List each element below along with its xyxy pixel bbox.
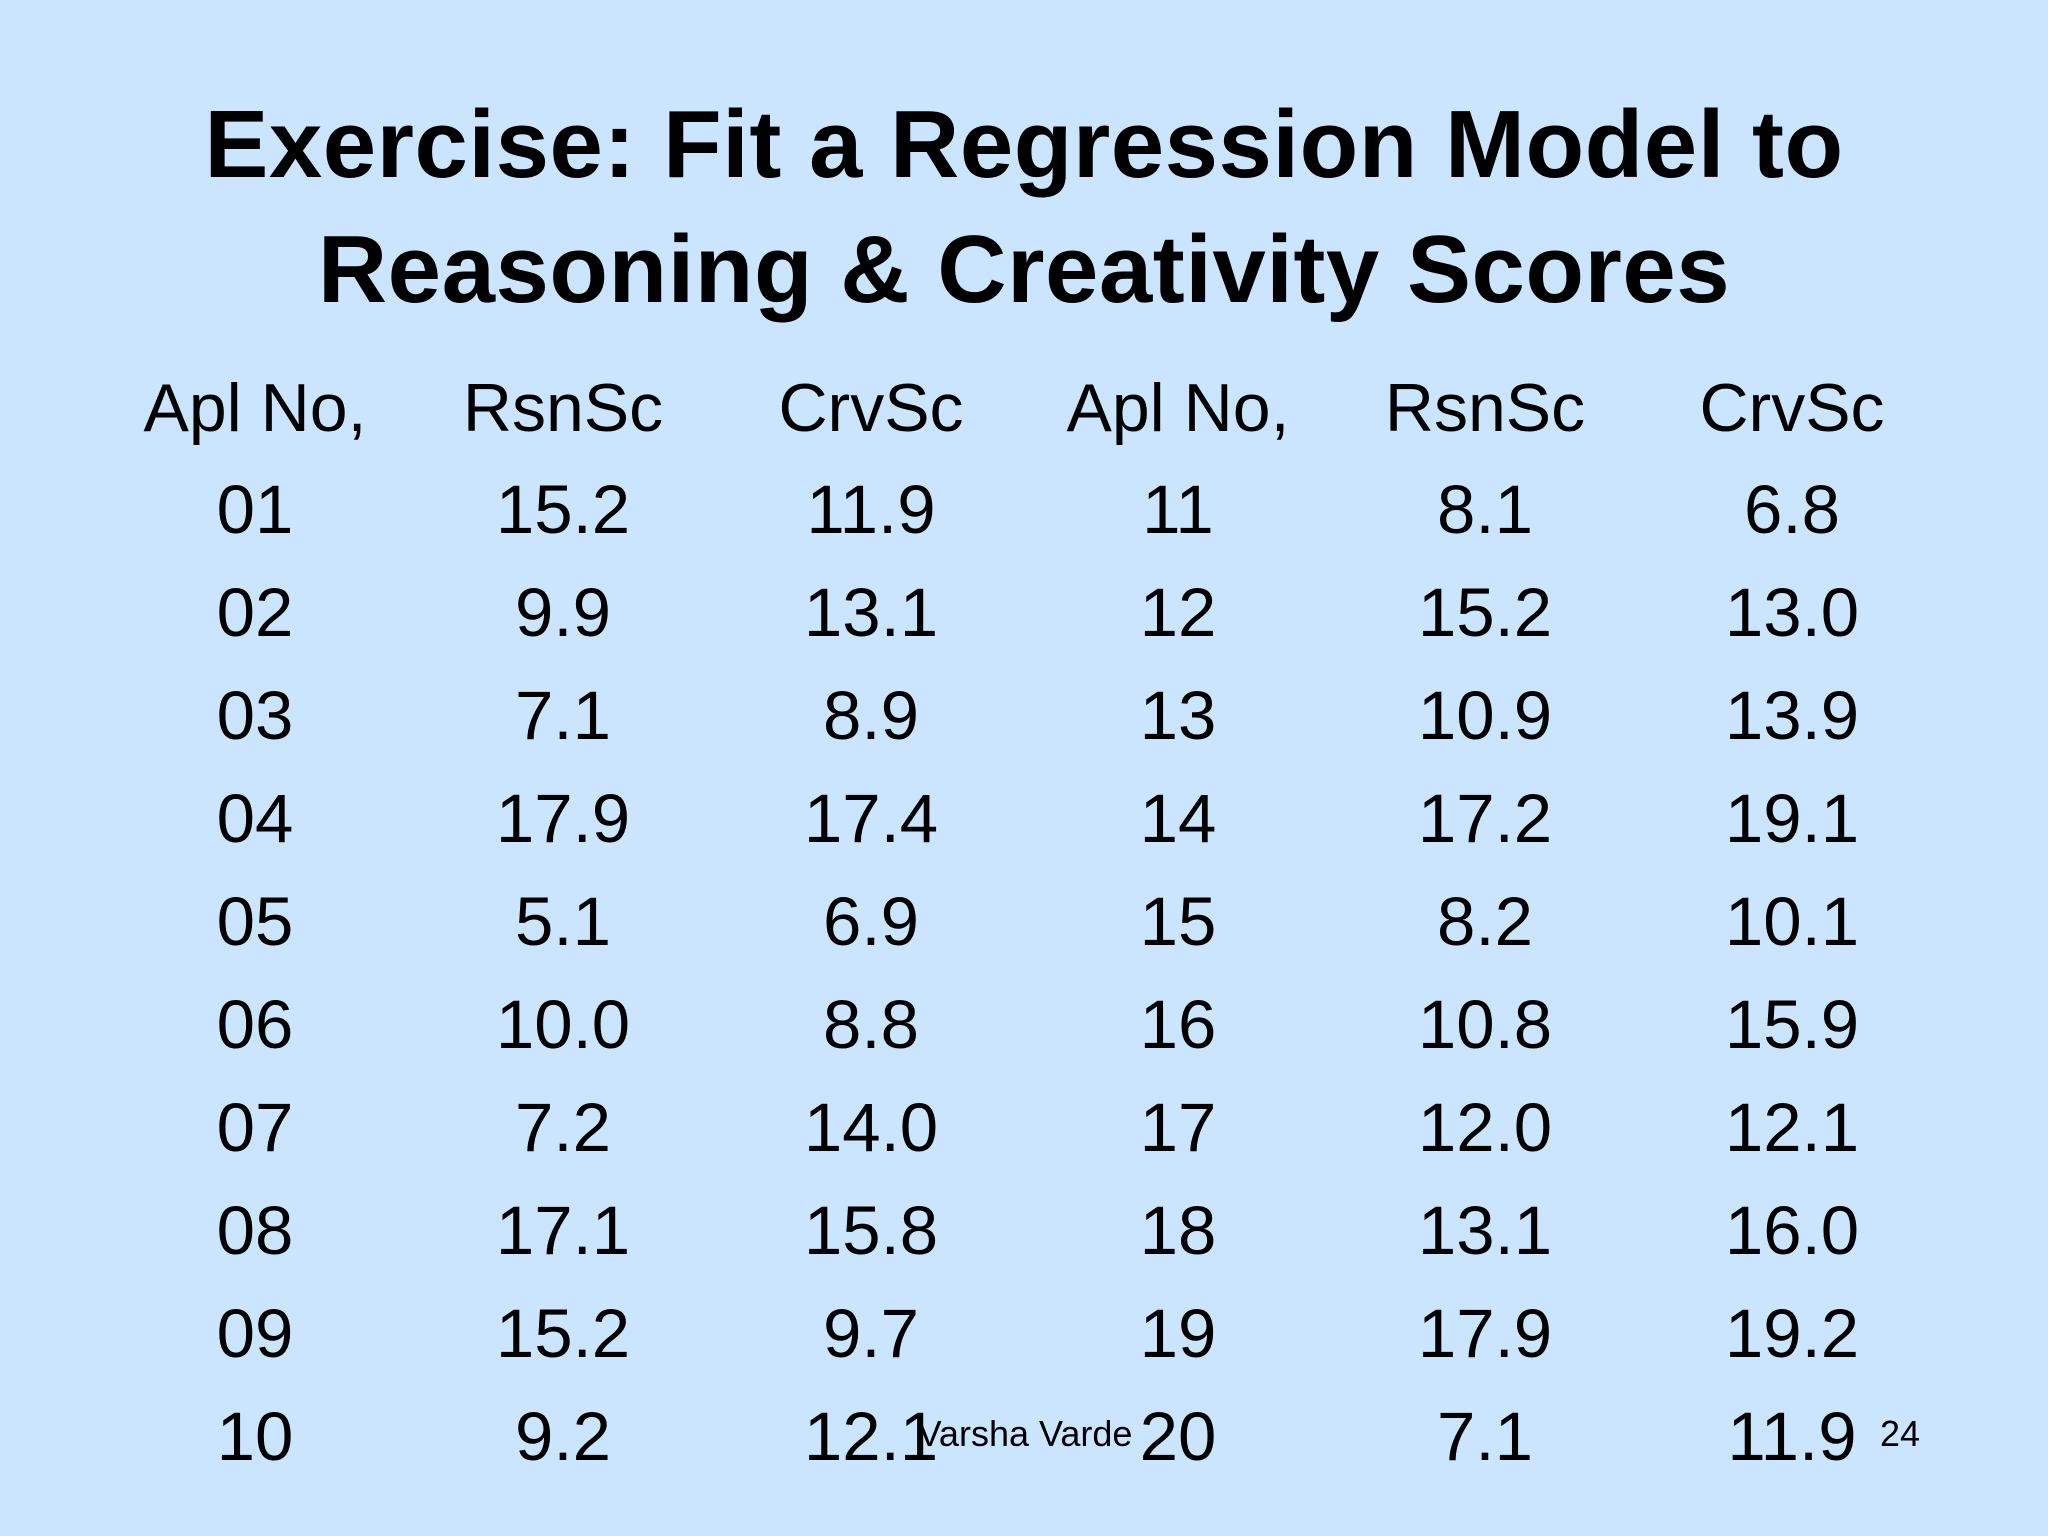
table-cell-crvsc: 15.8 — [803, 1192, 939, 1269]
table-cell-apl-no: 07 — [216, 1089, 294, 1166]
table-cell-rsnsc: 9.2 — [515, 1398, 611, 1475]
table-cell-apl-no: 06 — [216, 986, 294, 1063]
table-cell-crvsc-2: 10.1 — [1724, 883, 1860, 960]
table-cell-crvsc-2: 19.2 — [1724, 1295, 1860, 1372]
table-cell-apl-no: 09 — [216, 1295, 294, 1372]
table-cell-crvsc-2: 6.8 — [1744, 471, 1840, 548]
table-cell-rsnsc: 17.1 — [495, 1192, 631, 1269]
column-header-rsnsc: RsnSc — [462, 370, 664, 446]
table-cell-apl-no: 08 — [216, 1192, 294, 1269]
table-cell-rsnsc-2: 17.2 — [1417, 780, 1553, 857]
author-footer: Varsha Varde — [917, 1413, 1133, 1454]
table-cell-rsnsc-2: 12.0 — [1417, 1089, 1553, 1166]
table-cell-apl-no-2: 13 — [1139, 677, 1217, 754]
table-cell-crvsc: 8.8 — [823, 986, 919, 1063]
table-cell-rsnsc: 7.2 — [515, 1089, 611, 1166]
table-cell-apl-no-2: 14 — [1139, 780, 1217, 857]
table-cell-rsnsc: 15.2 — [495, 471, 631, 548]
table-cell-apl-no: 05 — [216, 883, 294, 960]
table-cell-crvsc-2: 12.1 — [1724, 1089, 1860, 1166]
table-cell-crvsc-2: 19.1 — [1724, 780, 1860, 857]
table-cell-rsnsc: 17.9 — [495, 780, 631, 857]
table-cell-apl-no: 02 — [216, 574, 294, 651]
table-cell-apl-no: 03 — [216, 677, 294, 754]
column-header-crvsc: CrvSc — [778, 370, 964, 446]
table-cell-rsnsc-2: 10.8 — [1417, 986, 1553, 1063]
table-cell-crvsc-2: 15.9 — [1724, 986, 1860, 1063]
table-cell-crvsc: 17.4 — [803, 780, 939, 857]
table-cell-rsnsc: 9.9 — [515, 574, 611, 651]
column-header-apl-no-2: Apl No, — [1066, 370, 1290, 446]
table-cell-apl-no-2: 16 — [1139, 986, 1217, 1063]
table-cell-crvsc: 13.1 — [803, 574, 939, 651]
table-cell-apl-no-2: 18 — [1139, 1192, 1217, 1269]
table-cell-rsnsc: 10.0 — [495, 986, 631, 1063]
table-cell-apl-no-2: 19 — [1139, 1295, 1217, 1372]
table-cell-crvsc: 9.7 — [823, 1295, 919, 1372]
table-cell-apl-no-2: 20 — [1139, 1398, 1217, 1475]
table-cell-rsnsc-2: 10.9 — [1417, 677, 1553, 754]
table-cell-crvsc: 14.0 — [803, 1089, 939, 1166]
slide-title: Exercise: Fit a Regression Model to Reas… — [0, 82, 2048, 332]
table-cell-rsnsc-2: 8.2 — [1437, 883, 1533, 960]
table-cell-rsnsc: 5.1 — [515, 883, 611, 960]
table-cell-rsnsc: 15.2 — [495, 1295, 631, 1372]
column-header-rsnsc-2: RsnSc — [1384, 370, 1586, 446]
table-cell-apl-no: 01 — [216, 471, 294, 548]
table-cell-crvsc-2: 13.0 — [1724, 574, 1860, 651]
page-number: 24 — [1879, 1413, 1921, 1454]
table-cell-rsnsc-2: 17.9 — [1417, 1295, 1553, 1372]
table-cell-apl-no-2: 17 — [1139, 1089, 1217, 1166]
table-cell-crvsc: 11.9 — [806, 471, 936, 548]
title-line-1: Exercise: Fit a Regression Model to — [204, 91, 1844, 198]
table-cell-apl-no-2: 11 — [1142, 471, 1214, 548]
table-cell-crvsc-2: 13.9 — [1724, 677, 1860, 754]
table-cell-rsnsc-2: 7.1 — [1437, 1398, 1533, 1475]
table-cell-rsnsc: 7.1 — [515, 677, 611, 754]
table-cell-rsnsc-2: 15.2 — [1417, 574, 1553, 651]
column-header-apl-no: Apl No, — [143, 370, 367, 446]
table-cell-crvsc-2: 16.0 — [1724, 1192, 1860, 1269]
table-cell-crvsc-2: 11.9 — [1727, 1398, 1857, 1475]
title-line-2: Reasoning & Creativity Scores — [317, 216, 1731, 323]
table-cell-crvsc: 8.9 — [823, 677, 919, 754]
table-cell-rsnsc-2: 8.1 — [1437, 471, 1533, 548]
table-cell-rsnsc-2: 13.1 — [1417, 1192, 1553, 1269]
table-cell-crvsc: 6.9 — [823, 883, 919, 960]
table-cell-crvsc: 12.1 — [803, 1398, 939, 1475]
table-cell-apl-no-2: 15 — [1139, 883, 1217, 960]
table-cell-apl-no: 04 — [216, 780, 294, 857]
table-cell-apl-no: 10 — [216, 1398, 294, 1475]
table-cell-apl-no-2: 12 — [1139, 574, 1217, 651]
column-header-crvsc-2: CrvSc — [1699, 370, 1885, 446]
